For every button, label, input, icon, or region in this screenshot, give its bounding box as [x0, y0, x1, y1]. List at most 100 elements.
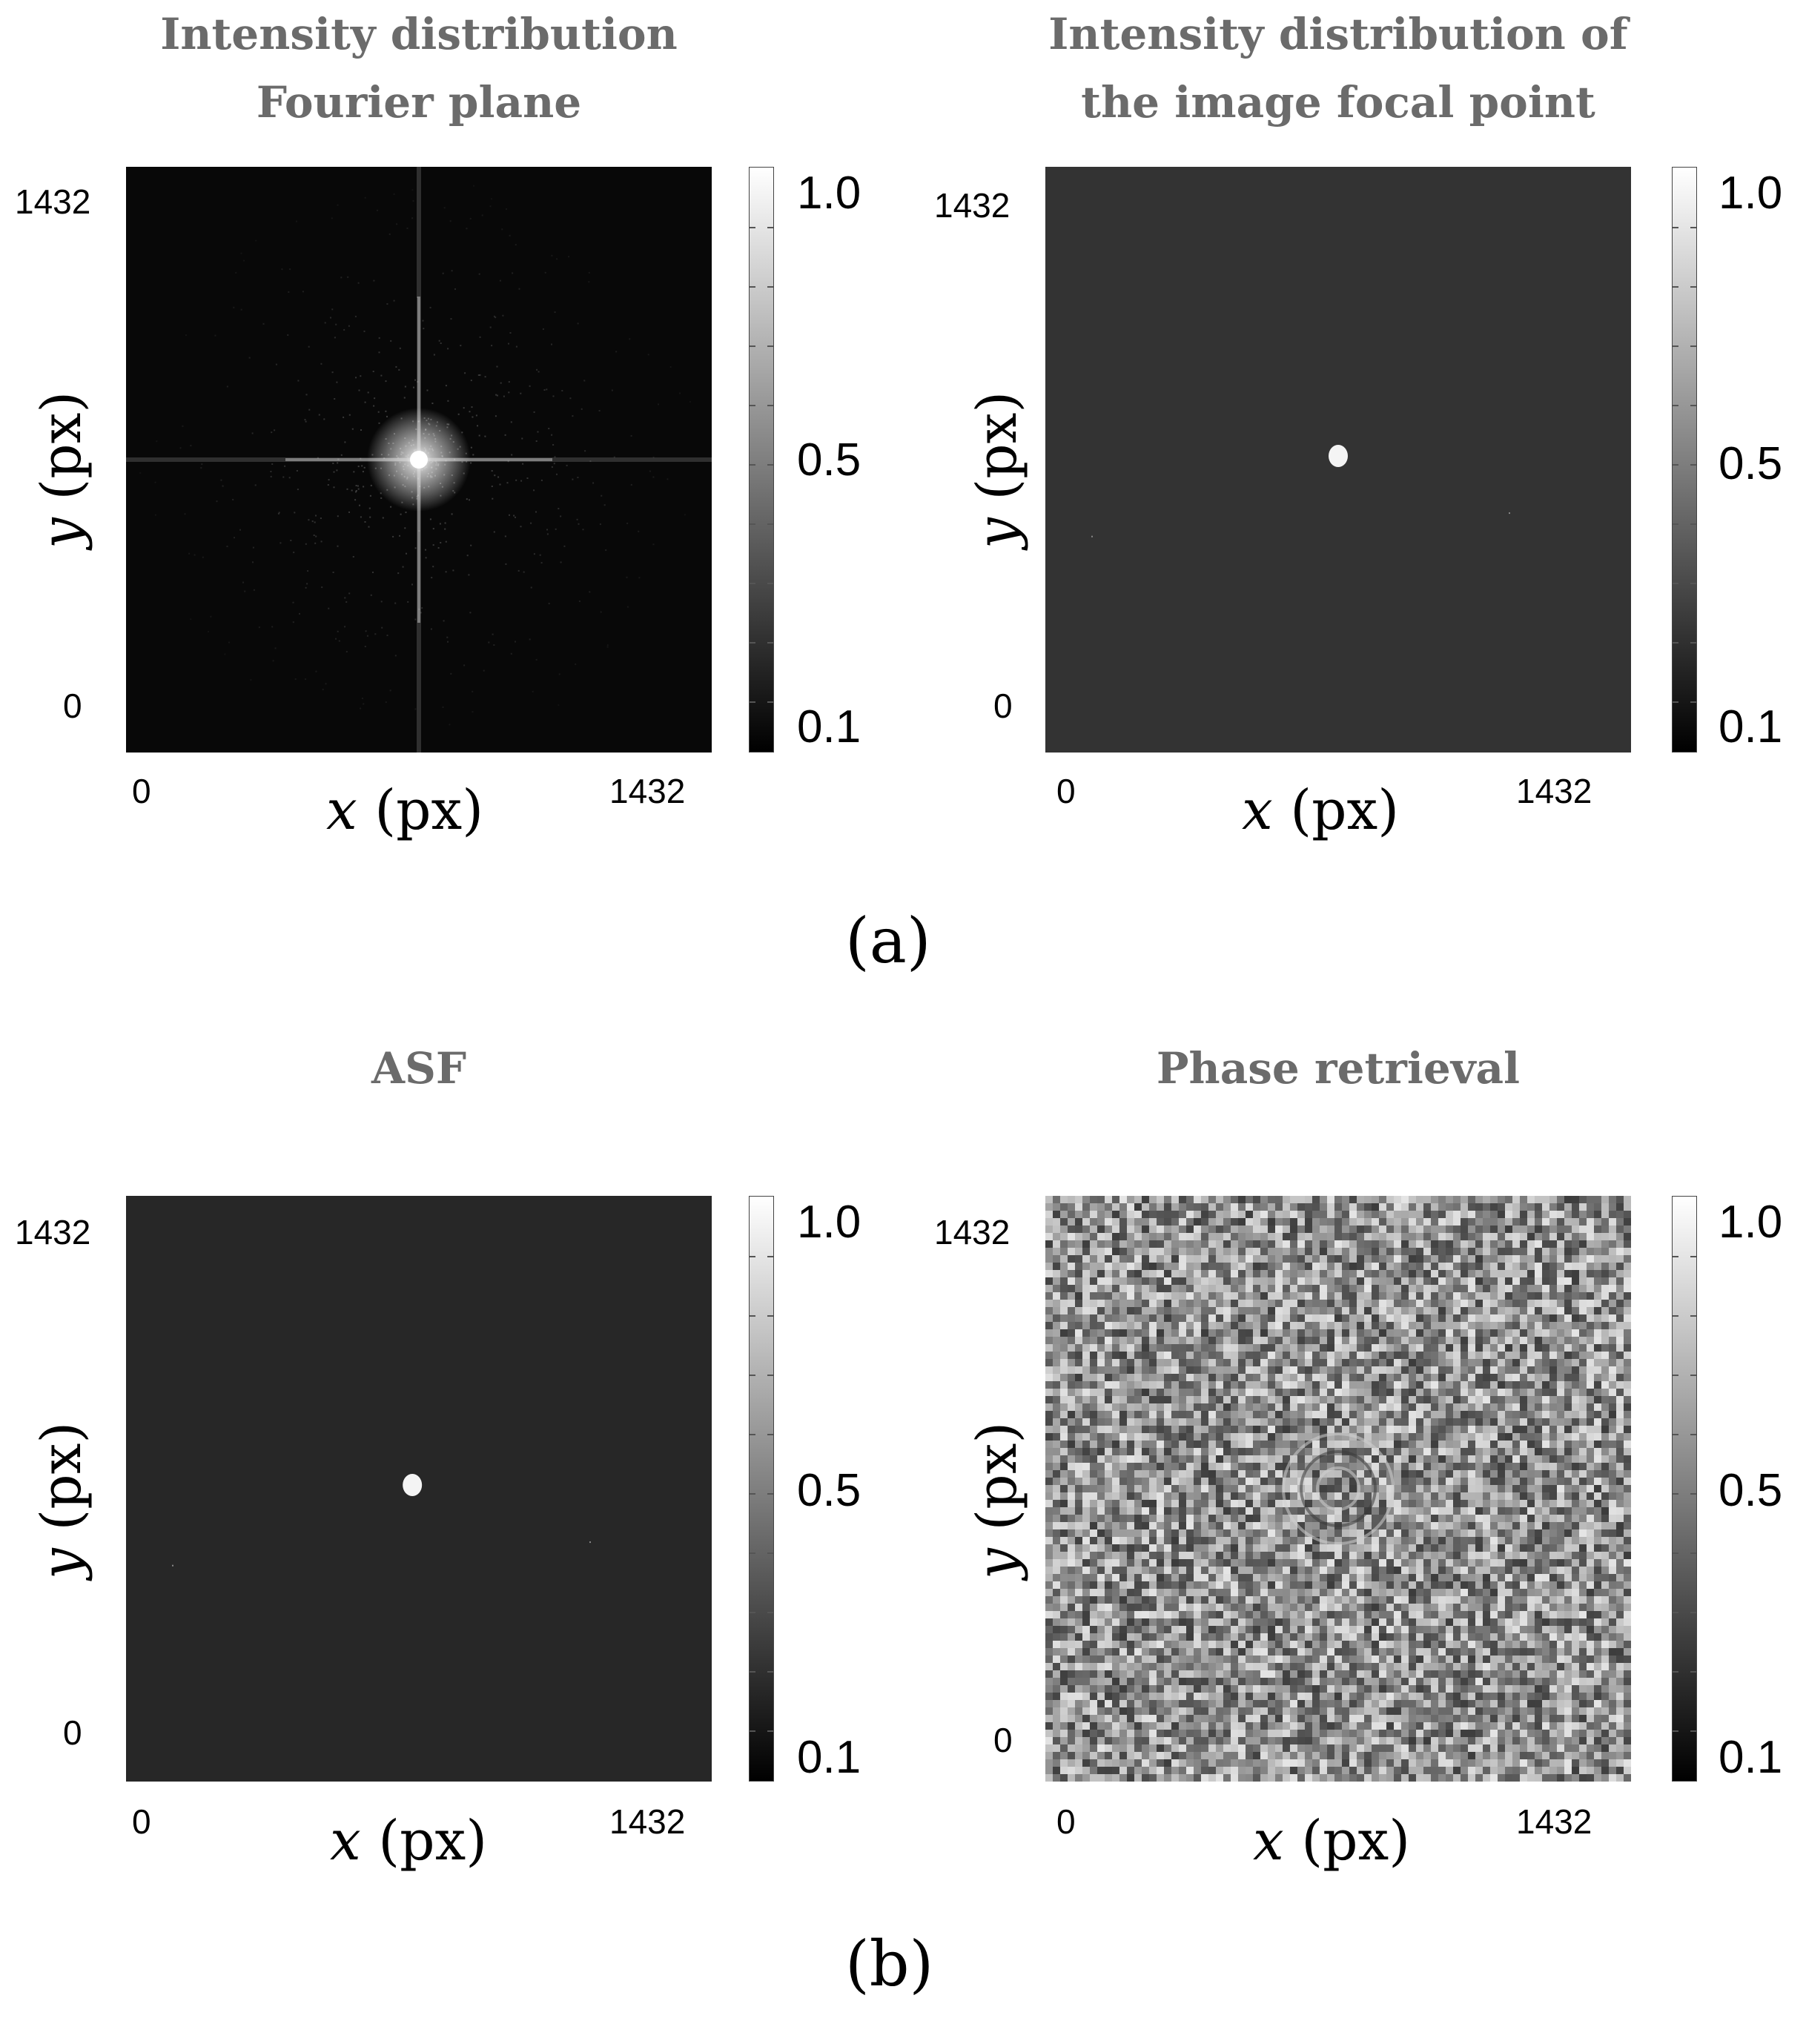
speckle: [1246, 1366, 1253, 1374]
speckle: [1564, 1478, 1572, 1485]
speckle: [1179, 1515, 1186, 1522]
speckle: [1297, 1292, 1305, 1300]
speckle: [1587, 1307, 1594, 1314]
speckle: [1149, 1337, 1157, 1344]
speckle: [1512, 1270, 1520, 1277]
speckle: [1127, 1448, 1134, 1455]
speckle: [1127, 1507, 1134, 1515]
noise-speck: [378, 337, 380, 339]
speckle: [1179, 1544, 1186, 1552]
speckle: [1260, 1352, 1268, 1359]
noise-speck: [577, 323, 579, 325]
speckle: [1334, 1433, 1342, 1441]
speckle: [1572, 1403, 1579, 1411]
speckle: [1312, 1396, 1320, 1403]
noise-speck: [484, 435, 486, 437]
speckle: [1045, 1314, 1053, 1322]
speckle: [1438, 1322, 1446, 1329]
speckle: [1097, 1277, 1105, 1285]
noise-speck: [363, 466, 366, 469]
speckle: [1542, 1455, 1549, 1463]
speckle: [1305, 1203, 1312, 1211]
speckle: [1216, 1233, 1223, 1240]
speckle: [1438, 1411, 1446, 1418]
noise-speck: [305, 543, 307, 545]
speckle: [1587, 1537, 1594, 1544]
speckle: [1542, 1240, 1549, 1248]
speckle: [1394, 1411, 1401, 1418]
speckle: [1527, 1277, 1535, 1285]
speckle: [1231, 1203, 1238, 1211]
speckle: [1179, 1485, 1186, 1492]
speckle: [1616, 1233, 1624, 1240]
speckle: [1268, 1322, 1275, 1329]
speckle: [1527, 1463, 1535, 1470]
speckle: [1186, 1485, 1194, 1492]
speckle: [1475, 1218, 1483, 1226]
speckle: [1601, 1500, 1609, 1507]
speckle: [1505, 1314, 1512, 1322]
speckle: [1416, 1255, 1423, 1263]
speckle: [1149, 1218, 1157, 1226]
speckle: [1097, 1574, 1105, 1581]
speckle: [1401, 1515, 1409, 1522]
speckle: [1201, 1522, 1208, 1529]
speckle: [1564, 1418, 1572, 1426]
speckle: [1157, 1366, 1164, 1374]
speckle: [1290, 1270, 1297, 1277]
speckle: [1268, 1507, 1275, 1515]
speckle: [1246, 1359, 1253, 1366]
speckle: [1297, 1240, 1305, 1248]
speckle: [1223, 1426, 1231, 1433]
speckle: [1601, 1574, 1609, 1581]
speckle: [1394, 1292, 1401, 1300]
speckle: [1134, 1396, 1142, 1403]
speckle: [1260, 1211, 1268, 1218]
speckle: [1149, 1196, 1157, 1203]
speckle: [1208, 1485, 1216, 1492]
speckle: [1053, 1515, 1060, 1522]
noise-speck: [520, 526, 522, 528]
speckle: [1216, 1552, 1223, 1559]
x-tick-min: 0: [132, 772, 151, 810]
speckle: [1512, 1581, 1520, 1589]
speckle: [1171, 1411, 1179, 1418]
speckle: [1616, 1448, 1624, 1455]
noise-speck: [386, 635, 388, 636]
speckle: [1609, 1292, 1616, 1300]
speckle: [1297, 1522, 1305, 1529]
speckle: [1112, 1522, 1119, 1529]
speckle: [1542, 1248, 1549, 1255]
speckle: [1364, 1552, 1372, 1559]
speckle: [1386, 1196, 1394, 1203]
speckle: [1201, 1359, 1208, 1366]
noise-speck: [466, 555, 469, 557]
speckle: [1446, 1218, 1453, 1226]
speckle: [1549, 1255, 1557, 1263]
speckle: [1275, 1552, 1283, 1559]
speckle: [1379, 1500, 1386, 1507]
speckle: [1275, 1226, 1283, 1233]
speckle: [1305, 1455, 1312, 1463]
speckle: [1268, 1537, 1275, 1544]
speckle: [1045, 1270, 1053, 1277]
speckle: [1505, 1337, 1512, 1344]
speckle: [1194, 1381, 1201, 1389]
noise-speck: [577, 477, 579, 478]
speckle: [1320, 1344, 1327, 1352]
speckle: [1416, 1203, 1423, 1211]
speckle: [1609, 1307, 1616, 1314]
speckle: [1498, 1248, 1505, 1255]
speckle: [1549, 1485, 1557, 1492]
speckle: [1386, 1374, 1394, 1381]
speckle: [1483, 1500, 1490, 1507]
speckle: [1401, 1589, 1409, 1596]
speckle: [1438, 1381, 1446, 1389]
speckle: [1579, 1396, 1587, 1403]
speckle: [1127, 1337, 1134, 1344]
speckle: [1194, 1396, 1201, 1403]
speckle: [1557, 1344, 1564, 1352]
speckle: [1171, 1426, 1179, 1433]
speckle: [1149, 1322, 1157, 1329]
speckle: [1082, 1322, 1090, 1329]
